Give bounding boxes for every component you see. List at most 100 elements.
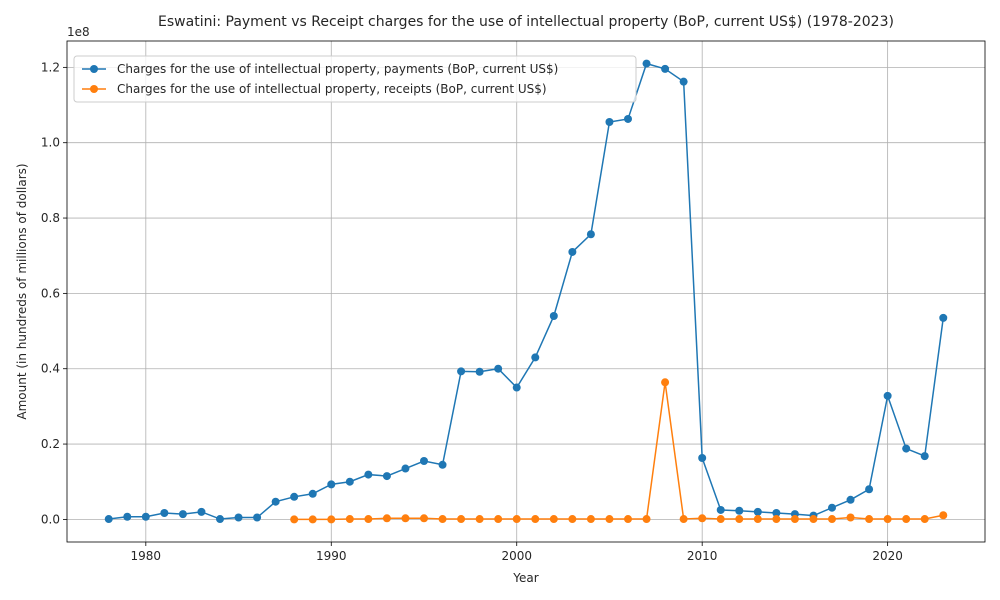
data-point	[345, 477, 354, 486]
data-point	[605, 515, 614, 524]
x-tick-label: 1990	[316, 549, 347, 563]
data-point	[327, 515, 336, 524]
data-point	[883, 515, 892, 524]
data-point	[197, 507, 206, 516]
data-point	[624, 114, 632, 123]
data-point	[290, 515, 299, 524]
data-point	[716, 515, 725, 524]
series-1	[290, 378, 948, 524]
data-point	[753, 515, 762, 524]
series-0	[104, 59, 948, 524]
data-point	[716, 505, 725, 514]
data-point	[698, 514, 707, 523]
y-tick-label: 0.0	[41, 512, 60, 526]
data-point	[253, 513, 262, 522]
data-point	[679, 77, 688, 86]
data-point	[846, 495, 855, 504]
data-point	[642, 59, 651, 68]
data-point	[902, 444, 911, 453]
y-offset-label: 1e8	[67, 25, 90, 39]
chart-title: Eswatini: Payment vs Receipt charges for…	[158, 14, 894, 30]
data-point	[364, 470, 373, 479]
data-point	[160, 508, 169, 517]
data-point	[438, 460, 447, 469]
data-point	[364, 515, 373, 524]
data-point	[846, 513, 855, 522]
data-point	[290, 492, 299, 501]
legend: Charges for the use of intellectual prop…	[73, 55, 637, 103]
legend-entry: Charges for the use of intellectual prop…	[117, 82, 547, 96]
data-point	[624, 515, 632, 524]
x-tick-label: 1980	[131, 549, 162, 563]
data-point	[549, 311, 558, 320]
data-point	[828, 515, 836, 524]
data-point	[531, 515, 540, 524]
data-point	[382, 514, 391, 523]
data-point	[494, 515, 503, 524]
data-point	[605, 117, 614, 126]
data-point	[475, 367, 484, 376]
data-point	[308, 489, 317, 498]
data-point	[271, 497, 280, 506]
y-tick-label: 0.6	[41, 286, 60, 300]
y-axis-ticks: 0.0 0.2 0.4 0.6 0.8 1.0 1.2	[41, 60, 67, 526]
data-point	[568, 247, 577, 256]
data-point	[382, 472, 391, 481]
data-point	[920, 515, 929, 524]
data-point	[920, 452, 929, 461]
data-point	[457, 367, 466, 376]
data-point	[420, 514, 428, 523]
data-point	[512, 383, 521, 392]
legend-swatch-marker	[90, 85, 98, 93]
data-point	[420, 457, 428, 466]
y-tick-label: 1.2	[41, 60, 60, 74]
data-point	[327, 480, 336, 489]
x-tick-label: 2020	[872, 549, 903, 563]
data-point	[104, 515, 113, 524]
y-tick-label: 1.0	[41, 136, 60, 150]
y-tick-label: 0.2	[41, 437, 60, 451]
x-tick-label: 2000	[501, 549, 532, 563]
data-point	[549, 515, 558, 524]
data-point	[345, 515, 354, 524]
data-point	[735, 506, 744, 515]
data-point	[178, 510, 187, 519]
data-point	[735, 515, 744, 524]
data-point	[457, 515, 466, 524]
data-point	[568, 515, 577, 524]
y-axis-label: Amount (in hundreds of millions of dolla…	[15, 163, 29, 419]
plot-frame	[66, 40, 986, 543]
legend-box	[73, 55, 637, 103]
data-point	[642, 515, 651, 524]
data-point	[512, 515, 521, 524]
data-point	[123, 512, 132, 521]
data-point	[790, 515, 799, 524]
data-point	[698, 453, 707, 462]
data-point	[828, 503, 836, 512]
data-point	[939, 313, 948, 322]
series-line	[108, 62, 945, 520]
data-point	[939, 511, 948, 520]
data-point	[883, 391, 892, 400]
grid	[67, 41, 985, 542]
x-axis-ticks: 1980 1990 2000 2010 2020	[131, 542, 903, 563]
data-point	[531, 353, 540, 362]
data-point	[401, 514, 410, 523]
data-point	[401, 464, 410, 473]
data-point	[308, 515, 317, 524]
legend-entry: Charges for the use of intellectual prop…	[117, 62, 558, 76]
x-axis-label: Year	[512, 571, 538, 585]
data-point	[586, 515, 595, 524]
data-point	[586, 230, 595, 239]
data-point	[234, 513, 243, 522]
legend-swatch-marker	[90, 65, 98, 73]
data-point	[475, 515, 484, 524]
data-point	[772, 515, 781, 524]
data-point	[865, 515, 874, 524]
y-tick-label: 0.4	[41, 362, 60, 376]
data-point	[902, 515, 911, 524]
y-tick-label: 0.8	[41, 211, 60, 225]
data-point	[679, 515, 688, 524]
data-point	[494, 364, 503, 373]
